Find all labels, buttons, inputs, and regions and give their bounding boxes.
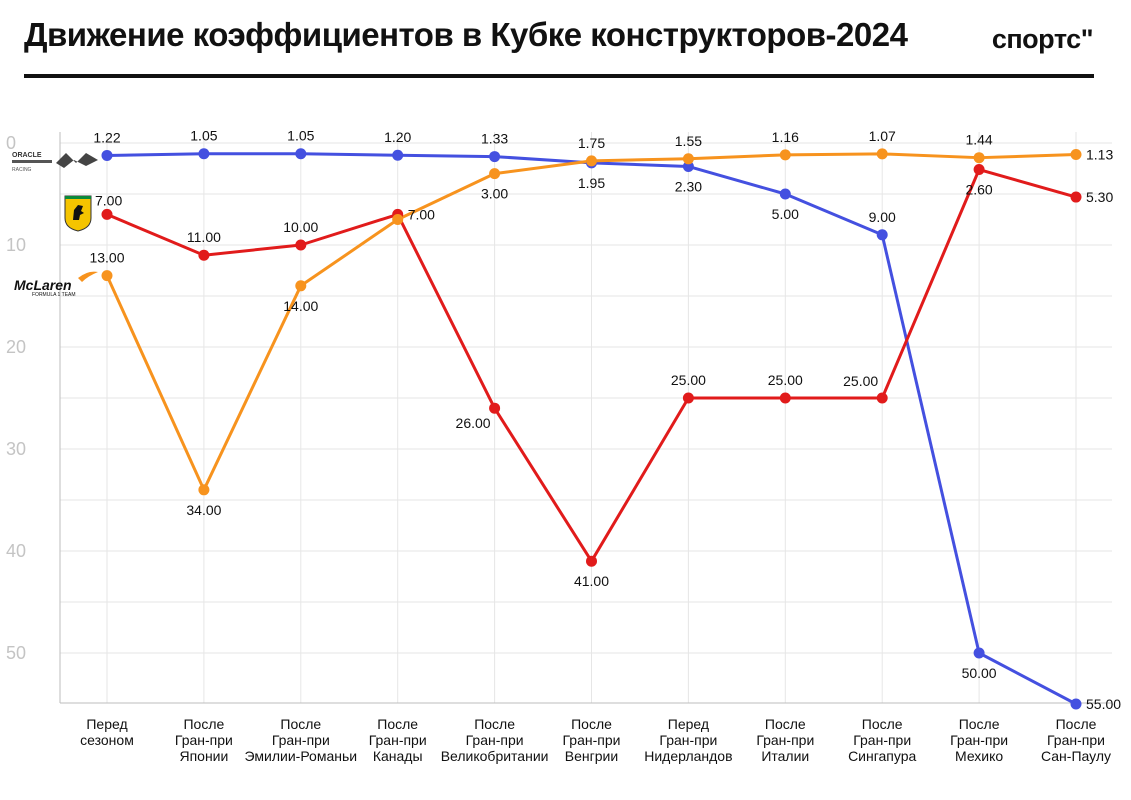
data-label-mclaren: 1.75 xyxy=(578,135,605,151)
y-tick-label: 10 xyxy=(6,235,26,255)
data-point-redbull xyxy=(489,151,501,163)
data-label-mclaren: 1.44 xyxy=(965,132,992,148)
data-point-mclaren xyxy=(198,484,210,496)
data-label-redbull: 55.00 xyxy=(1086,696,1121,712)
data-label-ferrari: 11.00 xyxy=(187,229,221,245)
data-label-ferrari: 7.00 xyxy=(408,206,435,222)
x-tick-label: После Гран-при Великобритании xyxy=(441,716,549,764)
data-point-mclaren xyxy=(779,149,791,161)
data-point-redbull xyxy=(779,188,791,200)
data-point-redbull xyxy=(295,148,307,160)
data-point-mclaren xyxy=(101,270,113,282)
data-point-mclaren xyxy=(586,155,597,167)
data-label-mclaren: 1.55 xyxy=(675,133,702,149)
data-point-ferrari xyxy=(1070,191,1082,203)
redbull-bull-icon xyxy=(56,153,98,168)
x-tick-label: После Гран-при Японии xyxy=(175,716,233,764)
x-tick-label: После Гран-при Мехико xyxy=(950,716,1008,764)
data-label-ferrari: 10.00 xyxy=(283,219,318,235)
ferrari-shield-stripe xyxy=(65,196,91,199)
data-label-mclaren: 3.00 xyxy=(481,186,508,202)
x-tick-label: После Гран-при Сингапура xyxy=(848,716,916,764)
data-point-redbull xyxy=(973,647,985,659)
redbull-logo-sub: RACING xyxy=(12,167,32,173)
x-tick-label: После Гран-при Эмилии-Романьи xyxy=(245,716,358,764)
data-point-mclaren xyxy=(876,148,888,160)
data-point-redbull xyxy=(101,149,113,161)
data-label-mclaren: 14.00 xyxy=(283,298,318,314)
y-tick-label: 50 xyxy=(6,643,26,663)
data-label-redbull: 1.05 xyxy=(190,128,217,144)
data-label-redbull: 1.20 xyxy=(384,129,411,145)
brand-logo: спортс" xyxy=(991,24,1094,54)
data-point-mclaren xyxy=(295,280,307,292)
data-label-ferrari: 2.60 xyxy=(965,182,992,198)
data-label-ferrari: 26.00 xyxy=(456,415,491,431)
chart-title: Движение коэффициентов в Кубке конструкт… xyxy=(24,16,908,53)
data-point-mclaren xyxy=(973,152,985,164)
data-label-redbull: 2.30 xyxy=(675,178,702,194)
x-tick-label: Перед Гран-при Нидерландов xyxy=(644,716,732,764)
data-label-redbull: 1.95 xyxy=(578,175,605,191)
data-point-redbull xyxy=(392,149,404,161)
data-label-ferrari: 25.00 xyxy=(768,372,803,388)
y-tick-label: 40 xyxy=(6,541,26,561)
data-point-redbull xyxy=(1070,698,1082,710)
data-label-ferrari: 25.00 xyxy=(843,373,878,389)
redbull-logo-text: ORACLE xyxy=(12,152,42,159)
data-label-ferrari: 5.30 xyxy=(1086,189,1113,205)
y-tick-label: 30 xyxy=(6,439,26,459)
data-point-mclaren xyxy=(682,153,694,165)
x-tick-label: Перед сезоном xyxy=(80,716,134,748)
data-point-ferrari xyxy=(586,555,597,567)
data-label-mclaren: 13.00 xyxy=(89,250,124,266)
ferrari-horse-icon xyxy=(73,205,84,220)
x-tick-label: После Гран-при Италии xyxy=(756,716,814,764)
data-point-ferrari xyxy=(682,392,694,404)
data-label-mclaren: 1.13 xyxy=(1086,147,1113,163)
data-label-mclaren: 34.00 xyxy=(186,502,221,518)
data-point-redbull xyxy=(682,160,694,172)
data-point-ferrari xyxy=(489,402,501,414)
title-divider xyxy=(24,74,1094,78)
data-label-redbull: 1.22 xyxy=(93,129,120,145)
data-label-redbull: 1.33 xyxy=(481,131,508,147)
x-tick-label: После Гран-при Канады xyxy=(369,716,427,764)
data-point-ferrari xyxy=(973,164,985,176)
x-tick-label: После Гран-при Венгрии xyxy=(563,716,621,764)
y-tick-label: 0 xyxy=(6,133,16,153)
data-label-redbull: 5.00 xyxy=(772,206,799,222)
data-point-ferrari xyxy=(101,208,113,220)
data-label-mclaren: 1.07 xyxy=(869,128,896,144)
data-point-ferrari xyxy=(779,392,791,404)
mclaren-swoosh-icon xyxy=(78,271,98,282)
data-label-mclaren: 1.16 xyxy=(772,129,799,145)
data-point-ferrari xyxy=(876,392,888,404)
data-label-redbull: 50.00 xyxy=(962,665,997,681)
mclaren-logo-sub: FORMULA 1 TEAM xyxy=(32,292,76,298)
y-tick-label: 20 xyxy=(6,337,26,357)
data-point-mclaren xyxy=(1070,149,1082,161)
data-point-ferrari xyxy=(198,249,210,261)
data-label-ferrari: 41.00 xyxy=(574,573,609,589)
redbull-logo-bar xyxy=(12,160,52,163)
data-label-ferrari: 7.00 xyxy=(95,192,122,208)
mclaren-logo-text: McLaren xyxy=(14,277,72,293)
x-tick-label: После Гран-при Сан-Паулу xyxy=(1041,716,1111,764)
data-point-redbull xyxy=(198,148,210,160)
data-point-ferrari xyxy=(295,239,307,251)
data-label-ferrari: 25.00 xyxy=(671,372,706,388)
data-label-redbull: 1.05 xyxy=(287,128,314,144)
data-point-mclaren xyxy=(392,214,404,225)
data-point-mclaren xyxy=(489,168,501,180)
data-point-redbull xyxy=(876,229,888,241)
data-label-redbull: 9.00 xyxy=(869,209,896,225)
